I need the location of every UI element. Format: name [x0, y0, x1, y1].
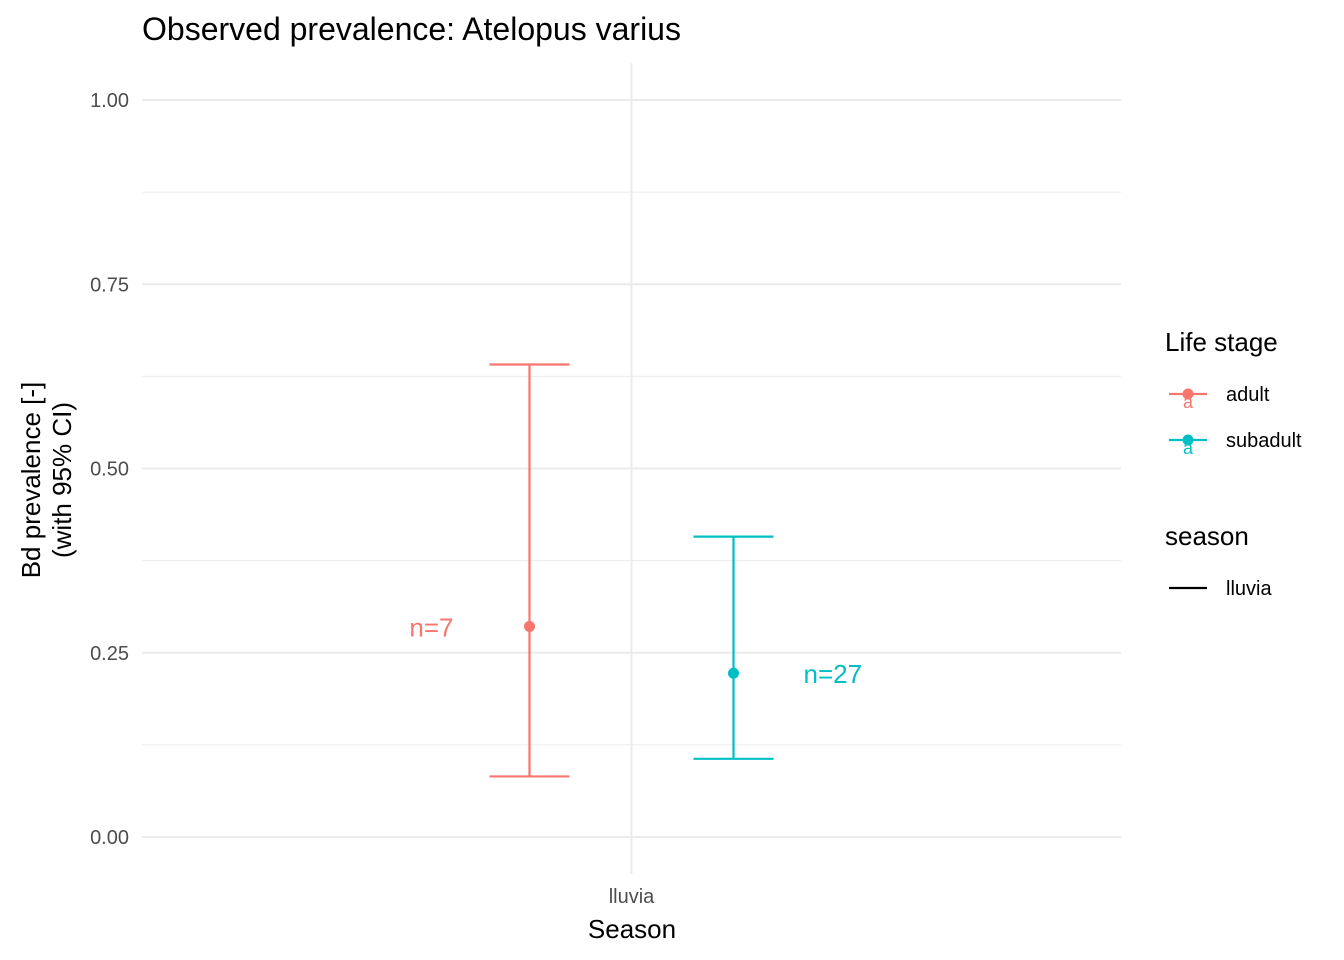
y-axis-title-line-2: (with 95% CI)	[47, 402, 77, 558]
series-adult: n=7	[409, 363, 570, 778]
legend-label: subadult	[1226, 430, 1302, 452]
y-tick-label: 0.50	[90, 459, 129, 481]
y-axis-title-line-1: Bd prevalence [-]	[16, 382, 46, 579]
y-axis-ticks: 0.00 0.25 0.50 0.75 1.00	[90, 90, 129, 849]
point	[524, 620, 535, 632]
legend-key-point	[1182, 388, 1194, 400]
x-axis-ticks: lluvia	[609, 886, 655, 908]
legend-title-season: season	[1165, 521, 1249, 551]
grid-lines	[142, 63, 1121, 874]
y-tick-label: 1.00	[90, 90, 129, 112]
data-marks: n=7 n=27	[409, 363, 863, 778]
n-label: n=7	[409, 612, 453, 642]
point	[728, 667, 739, 679]
series-subadult: n=27	[693, 535, 863, 760]
legend-title-life-stage: Life stage	[1165, 327, 1278, 357]
y-tick-label: 0.75	[90, 274, 129, 296]
legend-key-point	[1182, 434, 1194, 446]
x-tick-label: lluvia	[609, 886, 655, 908]
y-axis-title: Bd prevalence [-] (with 95% CI)	[16, 382, 77, 579]
legend-label: adult	[1226, 384, 1270, 406]
legend-key-text-glyph: a	[1183, 392, 1194, 412]
x-axis-title: Season	[588, 914, 676, 944]
legend-label: lluvia	[1226, 578, 1272, 600]
y-tick-label: 0.00	[90, 827, 129, 849]
legend: Life stage a adult a subadult season lluvia	[1165, 327, 1302, 600]
legend-item-adult: a adult	[1169, 384, 1270, 412]
legend-item-lluvia: lluvia	[1169, 578, 1272, 600]
y-tick-label: 0.25	[90, 643, 129, 665]
n-label: n=27	[804, 659, 863, 689]
legend-item-subadult: a subadult	[1169, 430, 1302, 458]
legend-key-text-glyph: a	[1183, 438, 1194, 458]
chart-title: Observed prevalence: Atelopus varius	[142, 11, 681, 47]
